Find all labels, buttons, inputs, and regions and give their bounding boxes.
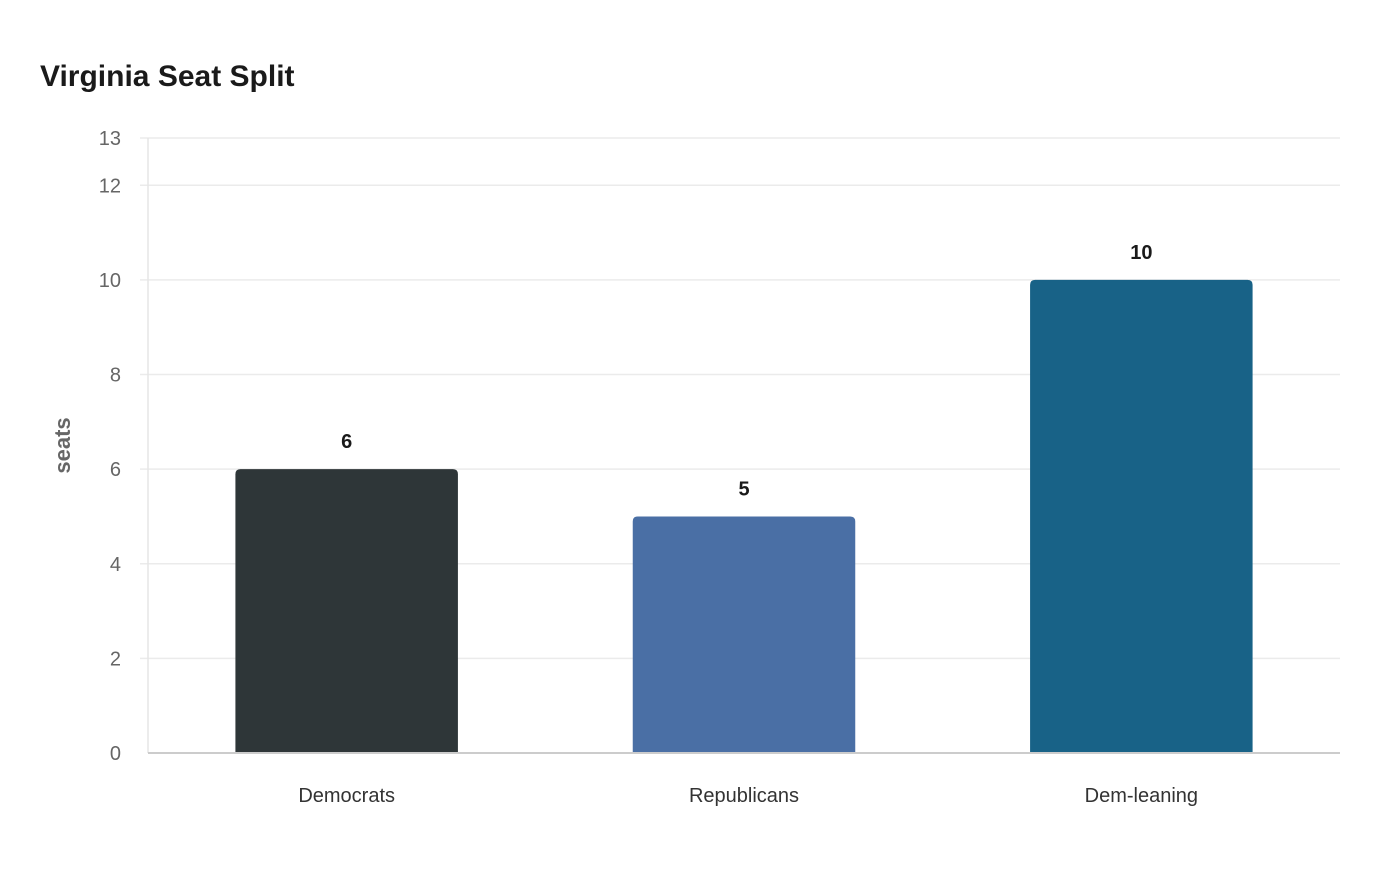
y-tick-label: 10 [99,270,121,292]
y-tick-label: 12 [99,175,121,197]
y-tick-label: 2 [110,648,121,670]
x-tick-label: Dem-leaning [1085,785,1198,807]
x-tick-label: Democrats [298,785,395,807]
bars [235,279,1253,753]
x-axis-ticks: Democrats Republicans Dem-leaning [298,785,1198,807]
y-tick-label: 0 [110,743,121,765]
bar-republicans [632,516,856,753]
y-tick-label: 6 [110,459,121,481]
value-label: 6 [341,431,352,453]
bar-democrats [235,469,458,753]
y-tick-label: 13 [99,128,121,150]
value-label: 10 [1130,242,1152,264]
y-axis-title: seats [50,417,75,473]
value-label: 5 [738,478,749,500]
y-tick-label: 4 [110,554,121,576]
x-tick-label: Republicans [689,785,799,807]
bar-dem-leaning [1030,279,1253,753]
y-tick-label: 8 [110,365,121,387]
y-axis-ticks: 0 2 4 6 8 10 12 13 [99,128,121,765]
chart-title: Virginia Seat Split [40,60,295,93]
value-labels: 6 5 10 [341,242,1152,501]
